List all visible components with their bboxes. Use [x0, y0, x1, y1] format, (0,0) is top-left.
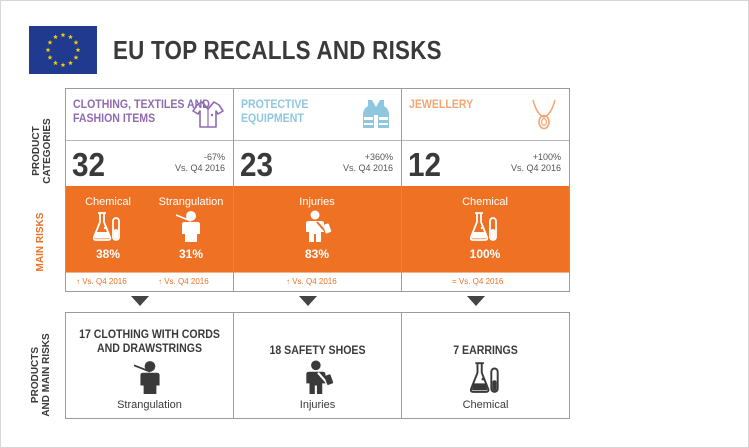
risk-item-strangulation: Strangulation 31% [151, 186, 231, 272]
vest-icon [363, 100, 389, 128]
risk-item-chemical: Chemical 100% [445, 186, 525, 272]
recall-count: 12 [408, 146, 442, 183]
count-change: -67% Vs. Q4 2016 [174, 152, 225, 173]
product-card-earrings: 7 EARRINGS Chemical [401, 312, 570, 419]
risk-percentage: 83% [304, 247, 330, 261]
main-risks-box: Chemical 100% [402, 186, 569, 272]
product-risk: Strangulation [117, 399, 182, 411]
product-title: 18 SAFETY SHOES [269, 343, 366, 357]
category-title: CLOTHING, TEXTILES AND FASHION ITEMS [73, 97, 210, 125]
product-risk: Injuries [299, 399, 336, 411]
necklace-icon [532, 99, 556, 130]
risk-change-row: = Vs. Q4 2016 [402, 272, 569, 291]
risk-name: Injuries [299, 196, 335, 208]
risk-change-label: = Vs. Q4 2016 [452, 277, 504, 286]
flask-icon [93, 212, 120, 241]
flag-star-icon [68, 34, 73, 40]
count-change: +360% Vs. Q4 2016 [342, 152, 393, 173]
product-title: 17 CLOTHING WITH CORDS AND DRAWSTRINGS [79, 327, 220, 355]
count-row: 23 +360% Vs. Q4 2016 [234, 142, 401, 186]
flag-star-icon [47, 39, 53, 45]
product-risk: Chemical [462, 399, 509, 411]
flag-star-icon [68, 60, 73, 66]
side-label-product-categories: PRODUCT CATEGORIES [31, 118, 53, 184]
category-card-clothing: CLOTHING, TEXTILES AND FASHION ITEMS 32 … [65, 88, 234, 292]
category-title: JEWELLERY [409, 97, 474, 111]
risk-percentage: 100% [469, 247, 501, 261]
risk-name: Chemical [85, 196, 131, 208]
risk-item-chemical: Chemical 38% [68, 186, 148, 272]
strangulation-icon [133, 361, 160, 394]
flag-star-icon [73, 39, 79, 45]
flag-star-icon [75, 47, 81, 53]
flask-icon [469, 362, 499, 393]
count-row: 32 -67% Vs. Q4 2016 [66, 142, 233, 186]
flag-star-icon [45, 47, 51, 53]
risk-name: Chemical [462, 196, 508, 208]
risk-change-row: ↑ Vs. Q4 2016 ↑ Vs. Q4 2016 [66, 272, 233, 291]
flag-star-icon [53, 34, 58, 40]
side-label-main-risks: MAIN RISKS [35, 212, 46, 272]
side-label-products-and-main-risks: PRODUCTS AND MAIN RISKS [30, 333, 52, 417]
flag-star-icon [60, 32, 66, 38]
risk-change-label: ↑ Vs. Q4 2016 [286, 277, 337, 286]
category-title: PROTECTIVE EQUIPMENT [241, 97, 309, 125]
category-card-jewellery: JEWELLERY 12 +100% Vs. Q4 2016 Chemical … [401, 88, 570, 292]
main-risks-box: Injuries 83% [234, 186, 401, 272]
arrow-down-icon [299, 296, 317, 306]
risk-change-label: ↑ Vs. Q4 2016 [76, 277, 127, 286]
count-row: 12 +100% Vs. Q4 2016 [402, 142, 569, 186]
category-header: JEWELLERY [402, 89, 569, 141]
risk-change-row: ↑ Vs. Q4 2016 [234, 272, 401, 291]
strangulation-icon [176, 211, 200, 242]
count-change: +100% Vs. Q4 2016 [510, 152, 561, 173]
category-header: PROTECTIVE EQUIPMENT [234, 89, 401, 141]
category-header: CLOTHING, TEXTILES AND FASHION ITEMS [66, 89, 233, 141]
main-risks-box: Chemical 38% Strangulation 31% [66, 186, 233, 272]
risk-name: Strangulation [158, 196, 224, 208]
injury-icon [306, 210, 332, 242]
product-card-clothing: 17 CLOTHING WITH CORDS AND DRAWSTRINGS S… [65, 312, 234, 419]
product-card-safety-shoes: 18 SAFETY SHOES Injuries [233, 312, 402, 419]
recall-count: 23 [240, 146, 274, 183]
risk-change-label: ↑ Vs. Q4 2016 [158, 277, 209, 286]
shirt-icon [192, 101, 224, 128]
page-title: EU TOP RECALLS AND RISKS [113, 35, 442, 65]
flag-star-icon [60, 62, 66, 68]
risk-item-injuries: Injuries 83% [277, 186, 357, 272]
risk-percentage: 31% [178, 247, 204, 261]
category-card-protective-equipment: PROTECTIVE EQUIPMENT 23 +360% Vs. Q4 201… [233, 88, 402, 292]
product-title: 7 EARRINGS [453, 343, 518, 357]
flask-icon [470, 212, 497, 241]
flag-star-icon [73, 54, 79, 60]
flag-star-icon [53, 60, 58, 66]
arrow-down-icon [131, 296, 149, 306]
recall-count: 32 [72, 146, 106, 183]
flag-star-icon [47, 54, 53, 60]
injury-icon [305, 360, 333, 394]
risk-percentage: 38% [95, 247, 121, 261]
arrow-down-icon [467, 296, 485, 306]
eu-flag-icon [29, 26, 97, 74]
